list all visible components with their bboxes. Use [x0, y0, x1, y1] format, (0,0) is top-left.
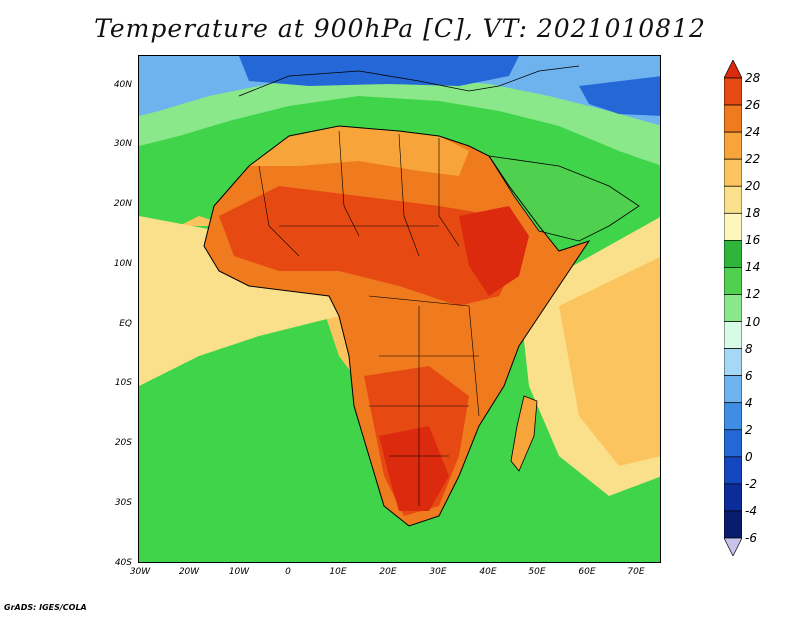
arabia-zone [489, 156, 639, 241]
colorbar-bin [724, 456, 742, 485]
madagascar [510, 395, 538, 472]
lat-label-40n: 40N [113, 80, 132, 90]
atlantic-mild-band [139, 216, 339, 386]
lat-label-30s: 30S [114, 498, 132, 508]
lon-label-40e: 40E [479, 567, 497, 577]
asia-cold-zone [579, 76, 660, 116]
lat-label-40s: 40S [114, 558, 132, 568]
africa-coastline [203, 125, 591, 527]
colorbar-level-label: -2 [745, 476, 757, 491]
colorbar-level-label: 8 [745, 341, 753, 356]
colorbar-level-label: 0 [745, 449, 753, 464]
lat-label-10s: 10S [114, 378, 132, 388]
lon-label-20e: 20E [379, 567, 397, 577]
colorbar-level-label: 10 [745, 314, 761, 329]
lon-label-10e: 10E [329, 567, 347, 577]
indian-ocean-warm [559, 256, 660, 466]
credit-footer: GrADS: IGES/COLA [4, 603, 87, 612]
colorbar-bin [724, 104, 742, 133]
colorbar-bin [724, 131, 742, 160]
lon-label-0: 0 [285, 567, 291, 577]
colorbar-bin [724, 158, 742, 187]
colorbar-bin [724, 212, 742, 241]
lon-label-10w: 10W [228, 567, 250, 577]
colorbar-bin [724, 321, 742, 349]
colorbar-bin [724, 294, 742, 322]
colorbar-level-label: 2 [745, 422, 753, 437]
lon-label-30e: 30E [429, 567, 447, 577]
colorbar-level-label: 4 [745, 395, 753, 410]
colorbar-bin [724, 510, 742, 539]
colorbar-top-arrow [724, 60, 742, 79]
lat-label-30n: 30N [113, 139, 132, 149]
colorbar-level-label: 12 [745, 287, 761, 302]
colorbar-level-label: -4 [745, 503, 757, 518]
colorbar-bin [724, 267, 742, 295]
colorbar-level-label: 14 [745, 260, 761, 275]
colorbar-bin [724, 240, 742, 268]
chart-title: Temperature at 900hPa [C], VT: 202101081… [94, 14, 706, 43]
lon-label-70e: 70E [627, 567, 645, 577]
colorbar-level-label: 18 [745, 206, 761, 221]
lat-label-20n: 20N [113, 199, 132, 209]
kalahari-hottest-zone [379, 426, 449, 511]
lat-label-10n: 10N [113, 259, 132, 269]
lon-label-60e: 60E [578, 567, 596, 577]
europe-coastline [238, 65, 580, 97]
colorbar [724, 60, 742, 556]
colorbar-level-label: 16 [745, 233, 761, 248]
lat-label-eq: EQ [119, 319, 132, 329]
colorbar-level-label: 20 [745, 179, 761, 194]
colorbar-bin [724, 429, 742, 458]
sahel-hot-zone [219, 186, 519, 306]
map-canvas [139, 56, 660, 562]
lon-label-20w: 20W [178, 567, 200, 577]
colorbar-level-label: -6 [745, 531, 757, 545]
europe-coldest-zone [239, 56, 519, 86]
colorbar-level-label: 24 [745, 125, 761, 140]
north-africa-warm [249, 126, 469, 176]
lat-label-20s: 20S [114, 438, 132, 448]
colorbar-level-label: 22 [745, 152, 761, 167]
lon-label-50e: 50E [528, 567, 546, 577]
temperature-map [138, 55, 661, 563]
colorbar-level-label: 28 [745, 71, 761, 85]
colorbar-bin [724, 348, 742, 376]
colorbar-bin [724, 185, 742, 214]
colorbar-bin [724, 77, 742, 106]
colorbar-bin [724, 375, 742, 404]
horn-hot-zone [459, 206, 529, 296]
arabia-coastline [488, 155, 640, 242]
lon-label-30w: 30W [129, 567, 151, 577]
colorbar-bin [724, 402, 742, 431]
colorbar-level-label: 6 [745, 368, 753, 383]
country-borders [258, 130, 480, 506]
colorbar-bottom-arrow [724, 537, 742, 556]
colorbar-level-label: 26 [745, 98, 761, 113]
colorbar-bin [724, 483, 742, 512]
